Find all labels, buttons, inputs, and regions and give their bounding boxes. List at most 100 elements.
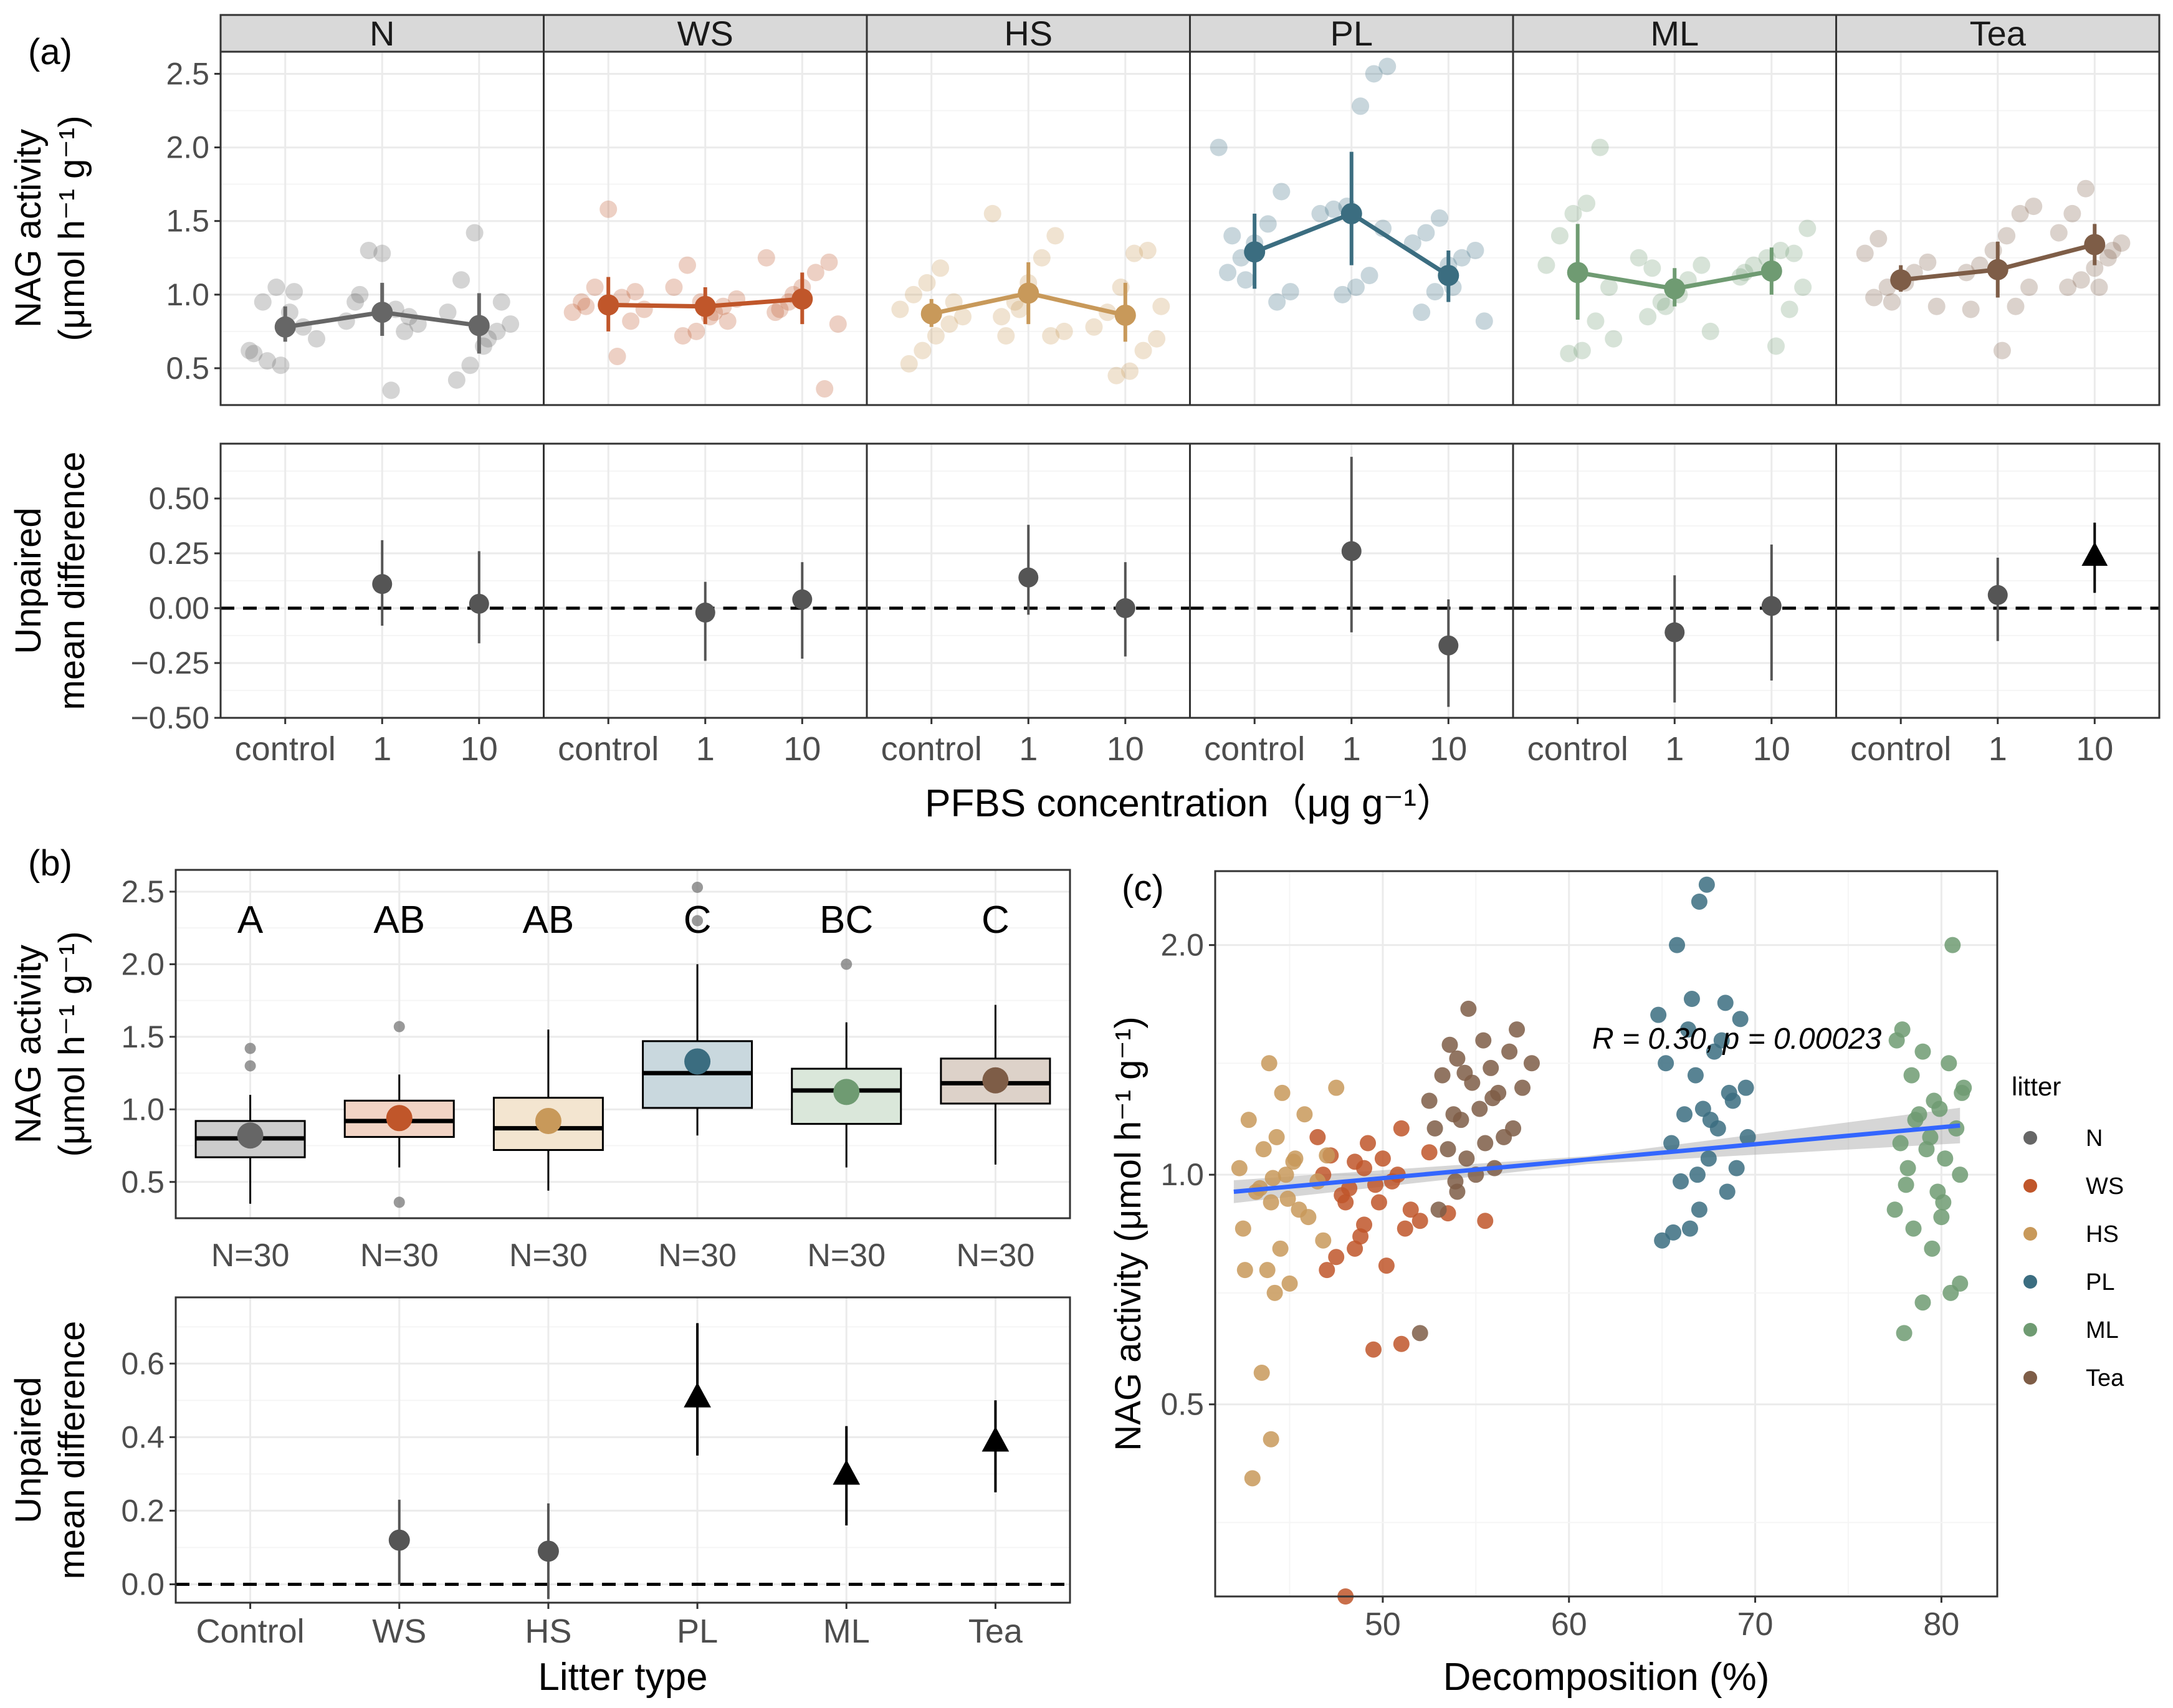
raw-point bbox=[2113, 234, 2131, 252]
b-diff-ytick-label: 0.0 bbox=[121, 1567, 165, 1601]
sample-size-label: N=30 bbox=[957, 1238, 1035, 1274]
panel-border bbox=[174, 1296, 1071, 1604]
point-Tea bbox=[1460, 1000, 1477, 1017]
point-Tea bbox=[1441, 1036, 1458, 1053]
raw-point bbox=[1745, 256, 1763, 274]
raw-point bbox=[254, 293, 272, 311]
panel-border bbox=[174, 869, 1071, 1219]
mean-point bbox=[791, 288, 813, 310]
a-xtick-label: control bbox=[1204, 730, 1305, 768]
raw-point bbox=[1430, 209, 1448, 227]
box-outlier bbox=[244, 1060, 256, 1072]
a-xtick-label: 1 bbox=[696, 730, 715, 768]
point-ML bbox=[1924, 1240, 1941, 1257]
panel-a-xlabel: PFBS concentration（μg g⁻¹） bbox=[925, 782, 1455, 825]
raw-point bbox=[940, 315, 958, 333]
raw-point bbox=[1378, 57, 1397, 75]
a-xtick-label: 10 bbox=[1430, 730, 1467, 768]
raw-point bbox=[820, 253, 838, 271]
panel-a-diff-ylabel: Unpaired bbox=[8, 507, 49, 654]
point-PL bbox=[1717, 995, 1734, 1011]
point-PL bbox=[1702, 1112, 1719, 1128]
raw-point bbox=[1352, 97, 1370, 115]
point-HS bbox=[1266, 1284, 1283, 1301]
b-ytick-label: 1.0 bbox=[121, 1092, 165, 1127]
box-mean-point bbox=[684, 1048, 711, 1075]
point-Tea bbox=[1514, 1079, 1531, 1096]
sample-size-label: N=30 bbox=[211, 1238, 290, 1274]
raw-point bbox=[2063, 204, 2081, 222]
raw-point bbox=[488, 322, 506, 340]
b-xtick-label: ML bbox=[823, 1613, 870, 1650]
point-PL bbox=[1691, 1201, 1707, 1218]
point-WS bbox=[1402, 1201, 1419, 1218]
raw-point bbox=[1652, 293, 1670, 311]
b-ytick-label: 0.5 bbox=[121, 1165, 165, 1200]
point-WS bbox=[1337, 1194, 1354, 1211]
point-PL bbox=[1658, 1055, 1674, 1072]
point-PL bbox=[1732, 1011, 1749, 1028]
box-outlier bbox=[393, 1196, 405, 1208]
raw-point bbox=[346, 293, 365, 311]
raw-point bbox=[1134, 341, 1152, 360]
point-ML bbox=[1898, 1176, 1914, 1193]
raw-point bbox=[502, 315, 520, 333]
raw-point bbox=[563, 303, 581, 322]
a-ytick-label: 2.0 bbox=[166, 130, 209, 165]
point-ML bbox=[1903, 1067, 1920, 1084]
mean-point bbox=[468, 315, 490, 336]
point-HS bbox=[1253, 1365, 1270, 1381]
point-PL bbox=[1654, 1232, 1671, 1249]
diff-point bbox=[1438, 635, 1459, 656]
point-ML bbox=[1892, 1135, 1909, 1152]
point-PL bbox=[1700, 1150, 1717, 1167]
raw-point bbox=[2059, 279, 2077, 296]
point-HS bbox=[1272, 1240, 1289, 1257]
raw-point bbox=[816, 380, 834, 398]
point-Tea bbox=[1434, 1067, 1451, 1084]
point-HS bbox=[1236, 1262, 1253, 1279]
point-ML bbox=[1931, 1100, 1948, 1117]
panel-b-diff-ylabel: Unpaired bbox=[8, 1376, 49, 1523]
point-PL bbox=[1683, 991, 1700, 1008]
sample-size-label: N=30 bbox=[360, 1238, 439, 1274]
panel-b-ylabel-units: (μmol h⁻¹ g⁻¹) bbox=[52, 931, 92, 1157]
sig-letter: BC bbox=[819, 899, 873, 942]
facet-HS: HS control 1 10 bbox=[866, 14, 1191, 768]
facet-strip bbox=[1512, 14, 1837, 53]
raw-point bbox=[2007, 297, 2025, 315]
raw-point bbox=[622, 312, 640, 330]
point-PL bbox=[1698, 876, 1715, 893]
facet-strip bbox=[1835, 14, 2161, 53]
mean-point bbox=[1244, 241, 1266, 263]
sig-letter: AB bbox=[523, 899, 575, 942]
diff-point bbox=[792, 589, 813, 609]
sample-size-label: N=30 bbox=[807, 1238, 886, 1274]
box-WS: AB N=30 bbox=[343, 899, 455, 1274]
point-HS bbox=[1319, 1147, 1335, 1164]
raw-point bbox=[1152, 297, 1170, 315]
point-Tea bbox=[1411, 1325, 1428, 1342]
raw-point bbox=[241, 341, 259, 360]
raw-point bbox=[272, 356, 290, 375]
raw-point bbox=[1564, 204, 1582, 222]
raw-point bbox=[626, 283, 644, 301]
point-HS bbox=[1240, 1112, 1257, 1128]
raw-point bbox=[1578, 194, 1596, 212]
raw-point bbox=[1417, 224, 1435, 242]
raw-point bbox=[1426, 283, 1444, 301]
a-xtick-label: 1 bbox=[1019, 730, 1038, 768]
box-mean-point bbox=[386, 1105, 413, 1132]
legend: litter N WS HS PL ML Tea bbox=[2012, 1072, 2124, 1391]
raw-point bbox=[1550, 227, 1569, 245]
raw-point bbox=[914, 341, 932, 360]
point-HS bbox=[1231, 1160, 1248, 1176]
raw-point bbox=[1010, 300, 1028, 318]
point-HS bbox=[1279, 1190, 1296, 1207]
point-Tea bbox=[1483, 1059, 1499, 1076]
fit-line bbox=[1233, 1123, 1960, 1194]
raw-point bbox=[1537, 256, 1555, 274]
raw-point bbox=[679, 256, 696, 274]
raw-point bbox=[1281, 283, 1299, 301]
point-PL bbox=[1721, 1084, 1737, 1101]
